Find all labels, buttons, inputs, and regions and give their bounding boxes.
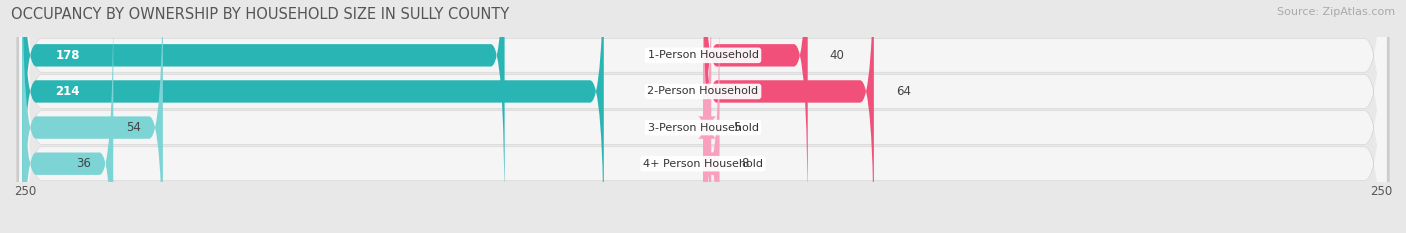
Text: 54: 54 (127, 121, 141, 134)
FancyBboxPatch shape (20, 0, 1386, 233)
Text: 1-Person Household: 1-Person Household (648, 50, 758, 60)
FancyBboxPatch shape (22, 0, 505, 225)
Text: 64: 64 (896, 85, 911, 98)
Text: OCCUPANCY BY OWNERSHIP BY HOUSEHOLD SIZE IN SULLY COUNTY: OCCUPANCY BY OWNERSHIP BY HOUSEHOLD SIZE… (11, 7, 509, 22)
FancyBboxPatch shape (703, 0, 807, 225)
FancyBboxPatch shape (17, 0, 1389, 233)
FancyBboxPatch shape (22, 0, 603, 233)
Text: 5: 5 (734, 121, 741, 134)
Text: 2-Person Household: 2-Person Household (647, 86, 759, 96)
Text: 178: 178 (55, 49, 80, 62)
Text: 3-Person Household: 3-Person Household (648, 123, 758, 133)
FancyBboxPatch shape (22, 0, 163, 233)
FancyBboxPatch shape (697, 0, 717, 233)
Text: 4+ Person Household: 4+ Person Household (643, 159, 763, 169)
FancyBboxPatch shape (703, 0, 720, 233)
FancyBboxPatch shape (20, 0, 1386, 233)
Text: 40: 40 (830, 49, 845, 62)
Text: Source: ZipAtlas.com: Source: ZipAtlas.com (1277, 7, 1395, 17)
Text: 36: 36 (76, 157, 91, 170)
Text: 250: 250 (14, 185, 37, 198)
FancyBboxPatch shape (22, 0, 114, 233)
FancyBboxPatch shape (17, 0, 1389, 233)
FancyBboxPatch shape (17, 0, 1389, 233)
Text: 8: 8 (741, 157, 749, 170)
Text: 214: 214 (55, 85, 80, 98)
FancyBboxPatch shape (703, 0, 875, 233)
FancyBboxPatch shape (20, 0, 1386, 233)
Text: 250: 250 (1369, 185, 1392, 198)
FancyBboxPatch shape (17, 0, 1389, 233)
FancyBboxPatch shape (20, 0, 1386, 233)
